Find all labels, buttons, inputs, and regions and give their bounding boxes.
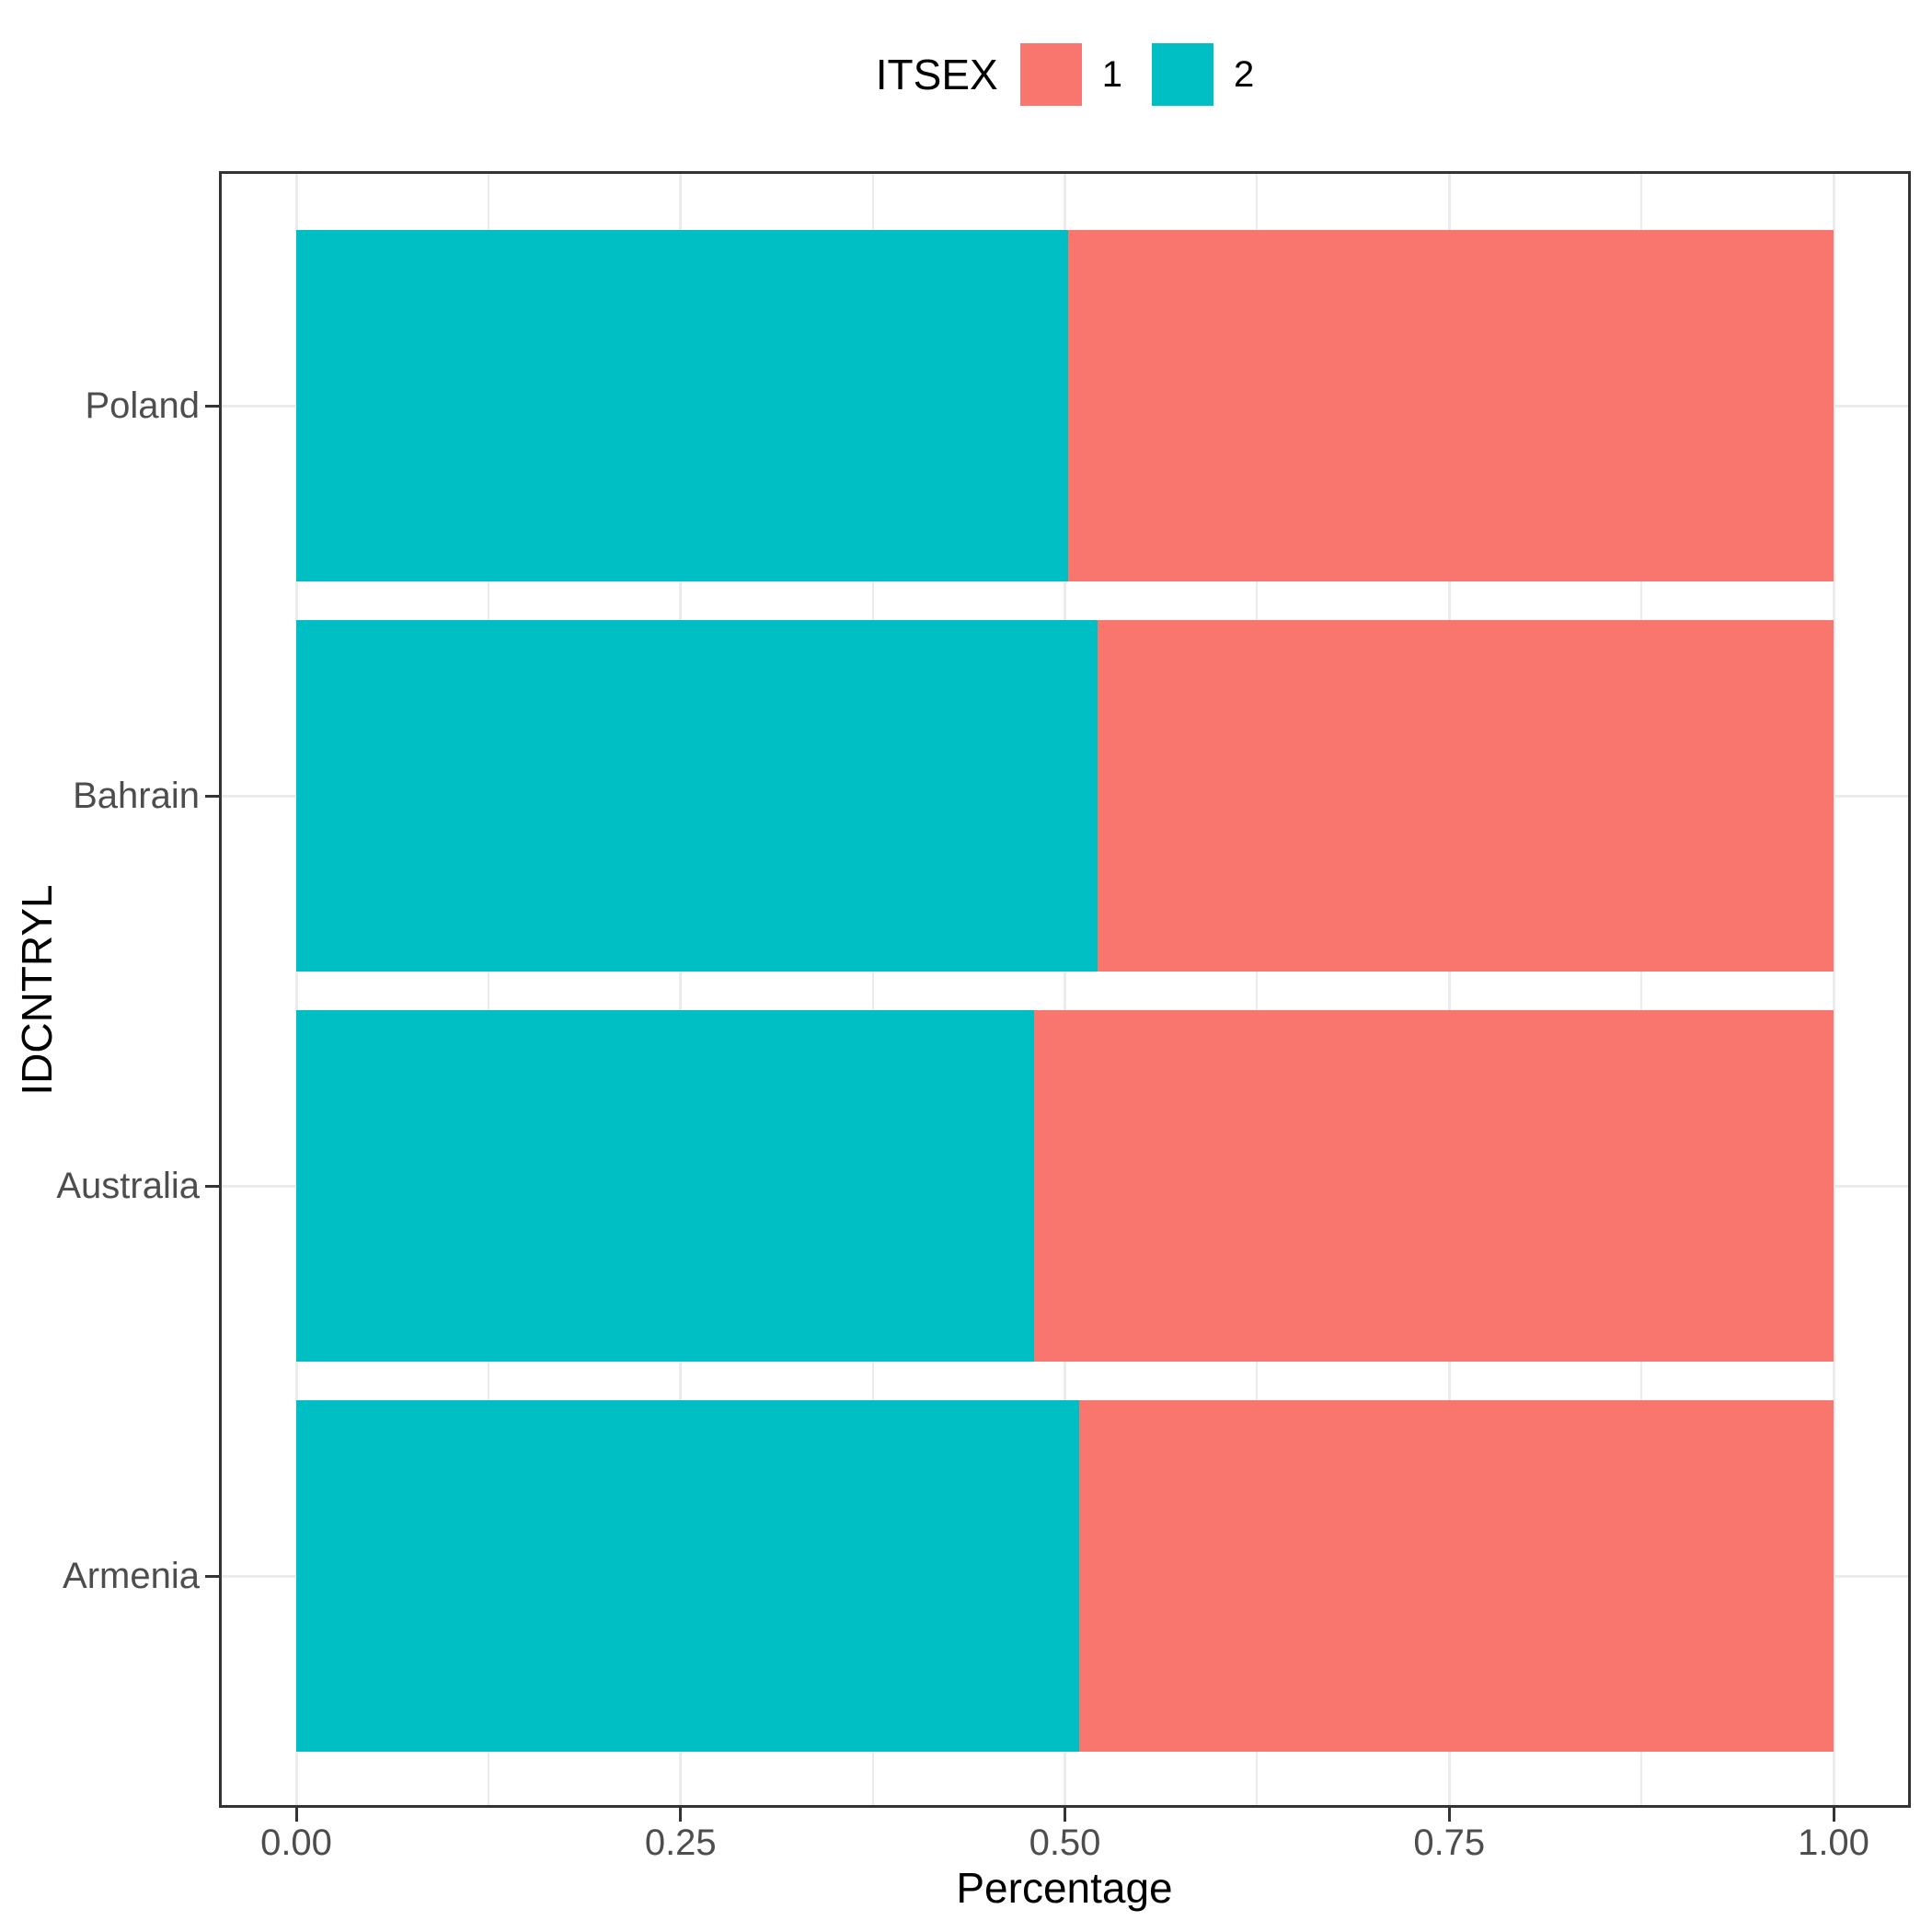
x-tick-label-1.00: 1.00: [1798, 1823, 1869, 1863]
x-tick-label-0.25: 0.25: [644, 1823, 717, 1863]
y-tick-mark-poland: [205, 404, 219, 408]
y-tick-label-australia: Australia: [56, 1166, 200, 1206]
gridline-x-minor-0.375: [871, 171, 874, 1808]
y-tick-label-bahrain: Bahrain: [73, 776, 200, 816]
y-tick-mark-armenia: [205, 1574, 219, 1578]
x-tick-mark-1.00: [1832, 1808, 1835, 1822]
plot-panel: [219, 171, 1911, 1808]
legend-label-2: 2: [1233, 53, 1255, 95]
gridline-x-minor-0.625: [1256, 171, 1259, 1808]
legend-swatch-2: [1151, 43, 1213, 106]
bar-poland-itsex-1: [1067, 230, 1834, 581]
gridline-x-minor-0.875: [1640, 171, 1643, 1808]
bar-bahrain-itsex-1: [1097, 620, 1834, 972]
gridline-x-1.00: [1832, 171, 1835, 1808]
legend-item-1: 1: [1019, 43, 1122, 106]
bar-poland-itsex-2: [296, 230, 1068, 581]
gridline-x-0.75: [1447, 171, 1451, 1808]
bar-armenia-itsex-1: [1078, 1400, 1834, 1752]
x-tick-mark-0.25: [679, 1808, 683, 1822]
legend-item-2: 2: [1151, 43, 1255, 106]
legend-label-1: 1: [1101, 53, 1122, 95]
gridline-x-0.00: [294, 171, 298, 1808]
y-tick-mark-australia: [205, 1184, 219, 1188]
legend-title: ITSEX: [875, 51, 998, 98]
gridline-x-0.50: [1064, 171, 1066, 1808]
gridline-x-0.25: [679, 171, 683, 1808]
x-axis-title: Percentage: [956, 1864, 1173, 1912]
x-tick-mark-0.75: [1447, 1808, 1451, 1822]
y-axis-title: IDCNTRYL: [13, 884, 61, 1096]
x-tick-mark-0.50: [1064, 1808, 1066, 1822]
y-tick-label-armenia: Armenia: [63, 1556, 200, 1596]
gridline-x-minor-0.125: [487, 171, 489, 1808]
y-tick-label-poland: Poland: [85, 385, 200, 426]
legend-swatch-1: [1019, 43, 1082, 106]
x-tick-label-0.50: 0.50: [1029, 1823, 1101, 1863]
x-tick-label-0.75: 0.75: [1413, 1823, 1486, 1863]
x-tick-mark-0.00: [294, 1808, 298, 1822]
bar-bahrain-itsex-2: [296, 620, 1098, 972]
bar-australia-itsex-1: [1034, 1010, 1834, 1362]
x-tick-label-0.00: 0.00: [260, 1823, 332, 1863]
bar-australia-itsex-2: [296, 1010, 1035, 1362]
bar-armenia-itsex-2: [296, 1400, 1079, 1752]
y-tick-mark-bahrain: [205, 794, 219, 798]
